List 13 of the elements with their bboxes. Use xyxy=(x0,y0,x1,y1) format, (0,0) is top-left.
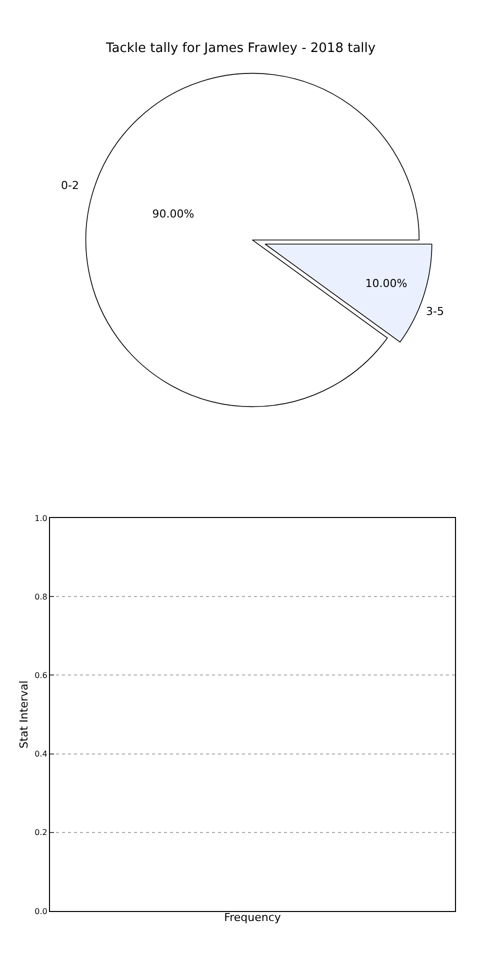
y-tick-label: 1.0 xyxy=(34,514,48,523)
data-label: 10.00% xyxy=(365,276,408,290)
x-axis-title: Frequency xyxy=(224,911,282,924)
slice-label: 0-2 xyxy=(61,179,79,192)
y-tick-label: 0.2 xyxy=(34,828,48,838)
chart-title: Tackle tally for James Frawley - 2018 tally xyxy=(105,41,376,56)
y-tick-label: 0.8 xyxy=(34,592,48,602)
data-label: 90.00% xyxy=(152,208,194,221)
slice-label: 3-5 xyxy=(426,305,444,318)
y-tick-label: 0.4 xyxy=(34,750,48,759)
y-axis-title: Stat Interval xyxy=(17,680,30,748)
y-tick-label: 0.6 xyxy=(34,671,48,680)
y-tick-label: 0.0 xyxy=(34,906,48,916)
